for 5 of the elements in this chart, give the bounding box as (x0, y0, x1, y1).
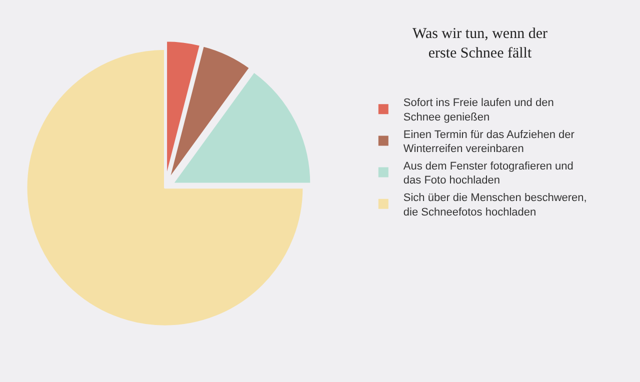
chart-title: Was wir tun, wenn der erste Schnee fällt (412, 26, 548, 62)
legend-label: Aus dem Fenster fotografieren und das Foto hochladen (403, 160, 574, 187)
legend-label: Sich über die Menschen beschweren, die Schneefotos hochladen (403, 192, 587, 218)
legend-label: Sofort ins Freie laufen und den Schnee genießen (403, 97, 554, 124)
legend-label: Einen Termin für das Aufziehen der Winterreifen vereinbaren (403, 128, 575, 156)
